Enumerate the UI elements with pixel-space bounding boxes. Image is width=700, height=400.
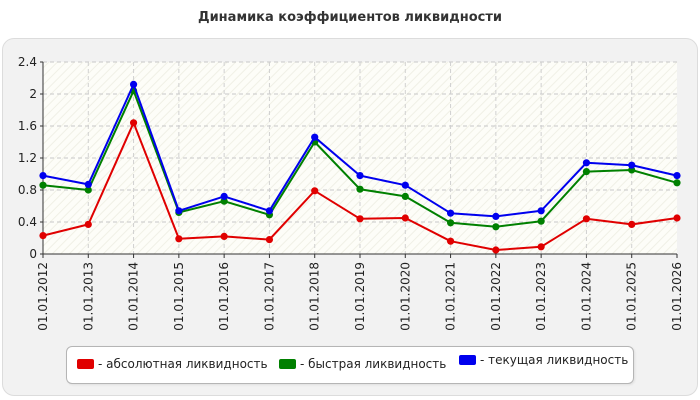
series-3-point: [39, 172, 47, 180]
x-tick-label: 01.01.2025: [625, 262, 639, 331]
y-tick-label: 0.4: [18, 215, 37, 229]
x-tick-label: 01.01.2024: [579, 262, 593, 331]
series-3-point: [356, 172, 364, 180]
series-1-point: [673, 214, 681, 222]
x-tick-label: 01.01.2017: [262, 262, 276, 331]
series-2-point: [401, 192, 409, 200]
legend-swatch: [459, 355, 476, 365]
y-tick-label: 0: [29, 247, 37, 261]
series-2-point: [582, 168, 591, 176]
legend-swatch: [279, 359, 296, 369]
series-1-point: [537, 243, 545, 251]
series-3-point: [84, 180, 92, 188]
x-tick-label: 01.01.2014: [127, 262, 141, 331]
series-3-point: [220, 192, 228, 200]
series-1-point: [492, 246, 500, 254]
y-tick-label: 1.6: [18, 119, 37, 133]
x-tick-label: 01.01.2026: [670, 262, 684, 331]
series-1-point: [129, 119, 138, 127]
series-1-point: [39, 232, 47, 240]
legend-item: - абсолютная ликвидность: [77, 356, 268, 372]
legend-label: - быстрая ликвидность: [300, 357, 447, 371]
legend-label: - текущая ликвидность: [480, 353, 629, 367]
series-3-point: [492, 212, 500, 220]
series-3-point: [129, 80, 138, 88]
chart-title: Динамика коэффициентов ликвидности: [198, 10, 502, 25]
series-3-point: [537, 207, 545, 215]
series-2-point: [84, 186, 92, 194]
x-tick-label: 01.01.2015: [172, 262, 186, 331]
series-3-point: [401, 181, 409, 189]
series-1-point: [84, 220, 92, 228]
series-1-point: [356, 215, 364, 223]
series-1-point: [628, 220, 636, 228]
series-1-point: [582, 215, 591, 223]
series-3-point: [175, 207, 183, 215]
series-1-point: [311, 187, 319, 195]
series-1-point: [265, 236, 274, 244]
y-tick-label: 2: [29, 87, 37, 101]
x-tick-label: 01.01.2012: [36, 262, 50, 331]
chart-legend: - абсолютная ликвидность - быстрая ликвид…: [66, 346, 634, 384]
series-1-point: [175, 235, 183, 243]
y-tick-label: 2.4: [18, 55, 37, 69]
x-tick-label: 01.01.2013: [81, 262, 95, 331]
series-2-point: [356, 185, 364, 193]
series-3-point: [311, 133, 319, 141]
x-tick-label: 01.01.2016: [217, 262, 231, 331]
x-tick-label: 01.01.2022: [489, 262, 503, 331]
x-tick-label: 01.01.2023: [534, 262, 548, 331]
series-3-point: [446, 209, 455, 217]
series-3-point: [628, 161, 636, 169]
x-tick-label: 01.01.2018: [308, 262, 322, 331]
y-tick-label: 1.2: [18, 151, 37, 165]
series-1-point: [401, 214, 409, 222]
series-2-point: [537, 217, 545, 225]
legend-item: - текущая ликвидность: [459, 352, 628, 368]
legend-label: - абсолютная ликвидность: [98, 357, 268, 371]
series-3-point: [582, 159, 591, 167]
x-tick-label: 01.01.2020: [398, 262, 412, 331]
x-tick-label: 01.01.2021: [444, 262, 458, 331]
legend-item: - быстрая ликвидность: [279, 356, 446, 372]
series-1-point: [446, 237, 455, 245]
y-tick-label: 0.8: [18, 183, 37, 197]
series-2-point: [446, 219, 455, 227]
series-1-point: [220, 232, 228, 240]
legend-swatch: [77, 359, 94, 369]
series-2-point: [673, 179, 681, 187]
series-3-point: [265, 207, 274, 215]
series-2-point: [492, 223, 500, 231]
series-3-point: [673, 172, 681, 180]
series-2-point: [39, 181, 47, 189]
x-tick-label: 01.01.2019: [353, 262, 367, 331]
